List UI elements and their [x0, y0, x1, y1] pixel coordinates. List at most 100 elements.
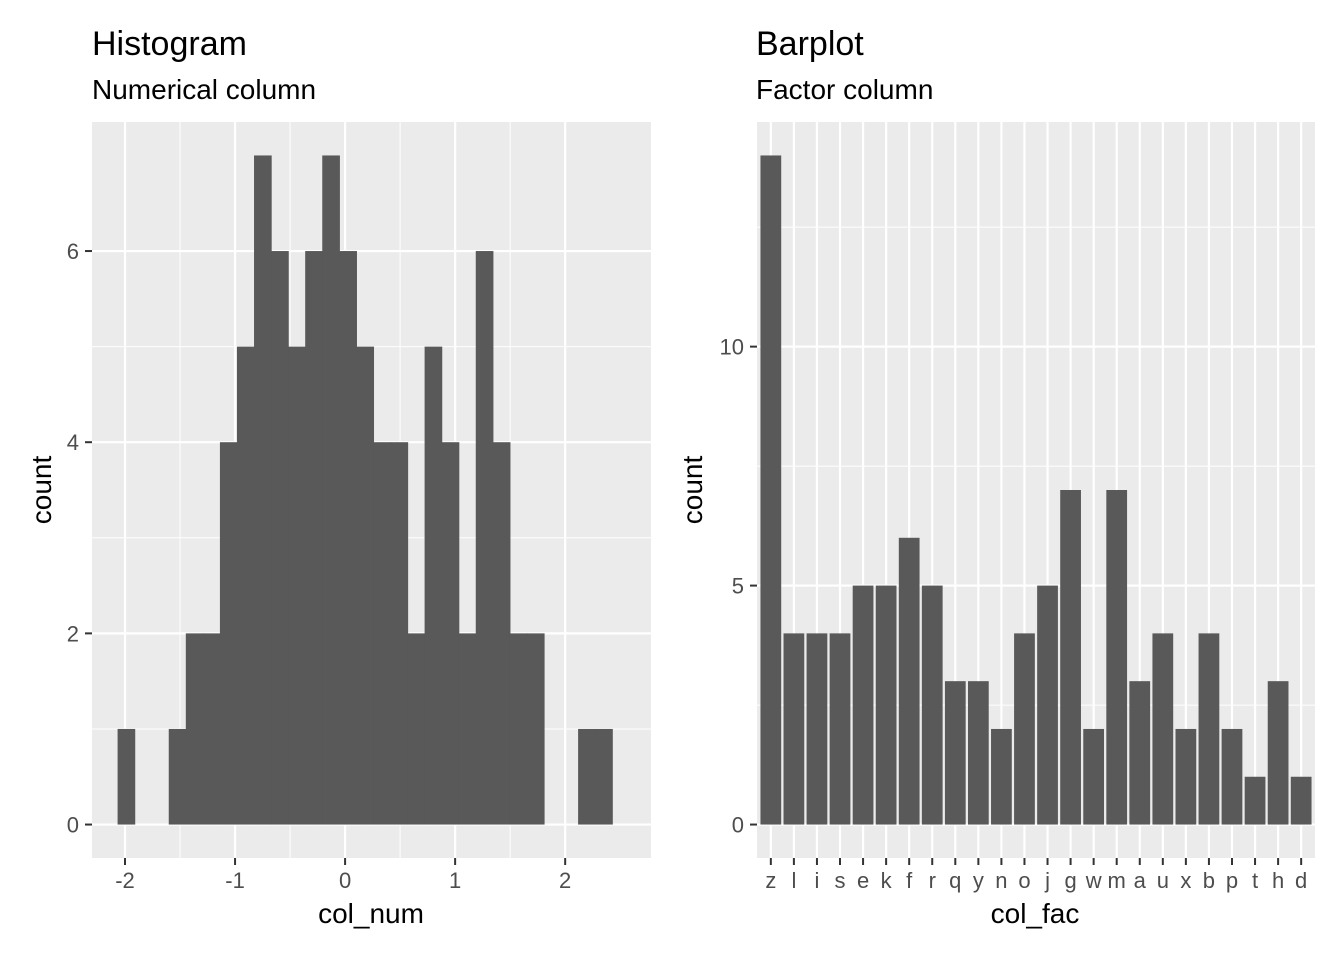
bar-o: [1014, 633, 1035, 825]
bar-i: [806, 633, 828, 825]
histogram-bar: [271, 251, 289, 825]
x-tick-label: i: [815, 868, 820, 893]
x-tick-label: j: [1044, 868, 1050, 893]
x-tick-label: r: [929, 868, 936, 893]
y-tick-label: 10: [720, 335, 744, 360]
histogram-bar: [117, 728, 136, 825]
barplot-y-axis: 0 5 10: [720, 335, 757, 838]
x-tick-label: 0: [339, 868, 351, 893]
bar-n: [991, 728, 1012, 825]
x-tick-label: o: [1018, 868, 1030, 893]
histogram-bar: [441, 442, 460, 825]
barplot-bars: [760, 155, 1312, 825]
barplot-y-axis-title: count: [677, 456, 708, 525]
histogram-bar: [526, 633, 545, 825]
x-tick-label: g: [1064, 868, 1076, 893]
y-tick-label: 0: [732, 813, 744, 838]
bar-k: [875, 585, 897, 825]
bar-s: [829, 633, 851, 825]
bar-a: [1129, 681, 1151, 825]
histogram-x-axis: -2 -1 0 1 2: [115, 858, 571, 893]
x-tick-label: q: [949, 868, 961, 893]
bar-h: [1267, 681, 1289, 825]
histogram-bars: [117, 155, 613, 825]
x-tick-label: -2: [115, 868, 135, 893]
bar-y: [967, 681, 989, 825]
histogram-bar: [339, 251, 357, 825]
bar-b: [1198, 633, 1220, 825]
bar-d: [1290, 776, 1312, 825]
histogram-bar: [492, 442, 511, 825]
x-tick-label: z: [765, 868, 776, 893]
histogram-y-axis: 0 2 4 6: [67, 239, 92, 838]
x-tick-label: l: [791, 868, 796, 893]
x-tick-label: e: [857, 868, 869, 893]
x-tick-label: x: [1180, 868, 1191, 893]
histogram-title: Histogram: [92, 25, 247, 63]
bar-g: [1060, 490, 1081, 825]
histogram-bar: [236, 346, 255, 825]
histogram-bar: [219, 442, 238, 825]
bar-u: [1152, 633, 1174, 825]
x-tick-label: d: [1295, 868, 1307, 893]
bar-r: [921, 585, 943, 825]
bar-z: [760, 155, 782, 825]
x-tick-label: f: [906, 868, 913, 893]
histogram-bar: [578, 728, 596, 825]
y-tick-label: 0: [67, 813, 79, 838]
x-tick-label: y: [973, 868, 984, 893]
x-tick-label: w: [1085, 868, 1102, 893]
y-tick-label: 4: [67, 430, 79, 455]
y-tick-label: 6: [67, 239, 79, 264]
bar-p: [1221, 728, 1243, 825]
histogram-bar: [322, 155, 340, 825]
bar-m: [1106, 490, 1128, 825]
histogram-bar: [407, 633, 426, 825]
x-tick-label: b: [1203, 868, 1215, 893]
x-tick-label: -1: [225, 868, 245, 893]
histogram-bar: [288, 346, 306, 825]
bar-l: [783, 633, 805, 825]
y-tick-label: 2: [67, 621, 79, 646]
x-tick-label: n: [995, 868, 1007, 893]
histogram-bar: [356, 346, 375, 825]
histogram-bar: [390, 442, 409, 825]
histogram-bar: [424, 346, 443, 825]
x-tick-label: 1: [449, 868, 461, 893]
bar-w: [1083, 728, 1105, 825]
histogram-bar: [475, 251, 494, 825]
x-tick-label: s: [835, 868, 846, 893]
bar-j: [1037, 585, 1058, 825]
x-tick-label: u: [1157, 868, 1169, 893]
barplot-x-axis-title: col_fac: [991, 898, 1080, 929]
barplot-subtitle: Factor column: [756, 74, 933, 105]
histogram-bar: [373, 442, 392, 825]
bar-q: [944, 681, 966, 825]
y-tick-label: 5: [732, 574, 744, 599]
histogram-bar: [509, 633, 528, 825]
bar-x: [1175, 728, 1197, 825]
bar-t: [1244, 776, 1266, 825]
histogram-bar: [458, 633, 477, 825]
x-tick-label: m: [1108, 868, 1126, 893]
x-tick-label: h: [1272, 868, 1284, 893]
histogram-bar: [595, 728, 613, 825]
bar-e: [852, 585, 874, 825]
bar-f: [898, 537, 920, 825]
x-tick-label: t: [1252, 868, 1258, 893]
histogram-x-axis-title: col_num: [318, 898, 424, 929]
histogram-bar: [168, 728, 187, 825]
histogram-subtitle: Numerical column: [92, 74, 316, 105]
histogram-bar: [202, 633, 221, 825]
histogram-y-axis-title: count: [26, 456, 57, 525]
histogram-bar: [305, 251, 323, 825]
x-tick-label: p: [1226, 868, 1238, 893]
x-tick-label: k: [881, 868, 893, 893]
barplot-title: Barplot: [756, 25, 864, 63]
x-tick-label: a: [1134, 868, 1147, 893]
x-tick-label: 2: [559, 868, 571, 893]
histogram-bar: [185, 633, 204, 825]
